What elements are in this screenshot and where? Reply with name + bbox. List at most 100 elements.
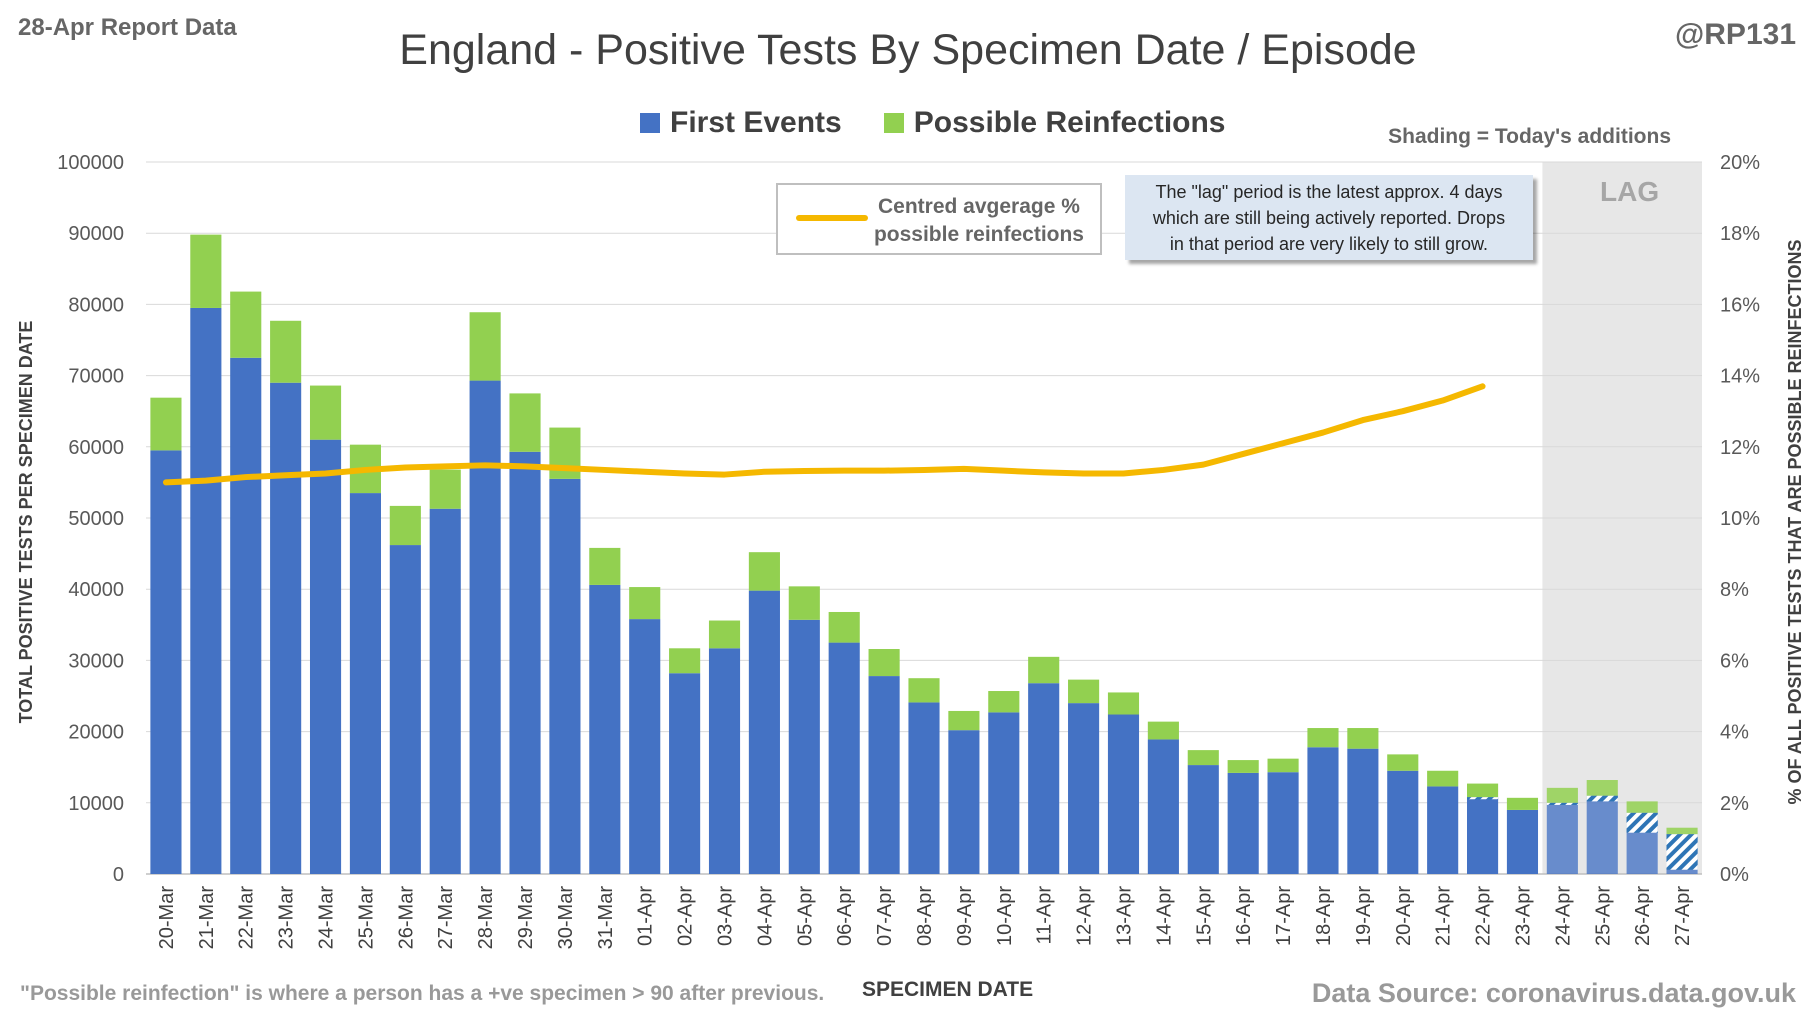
bar-reinfections (1666, 827, 1698, 835)
bar-reinfections (748, 552, 780, 591)
y2-tick-label: 6% (1720, 650, 1749, 672)
report-label: 28-Apr Report Data (18, 14, 237, 41)
average-line-swatch (796, 215, 868, 221)
bar-first-events (1107, 714, 1140, 874)
bar-first-events (669, 673, 701, 874)
footnote: "Possible reinfection" is where a person… (20, 982, 825, 1005)
y-tick-label: 0 (113, 864, 124, 886)
y2-tick-label: 20% (1720, 152, 1760, 174)
y2-tick-label: 4% (1720, 722, 1749, 744)
lag-note-box: The "lag" period is the latest approx. 4… (1125, 175, 1533, 260)
bar-todays-additions (1467, 797, 1499, 800)
bar-reinfections (509, 393, 541, 452)
y-tick-label: 50000 (68, 508, 124, 530)
bar-reinfections (1467, 783, 1499, 798)
bar-first-events (1586, 795, 1618, 874)
bar-reinfections (948, 710, 980, 731)
average-legend-line1: Centred avgerage % (878, 195, 1080, 218)
x-tick-label: 19-Apr (1353, 886, 1375, 946)
x-tick-label: 22-Mar (236, 886, 258, 950)
x-tick-label: 03-Apr (715, 886, 737, 946)
bar-reinfections (1267, 758, 1299, 773)
legend-item-first-events: First Events (640, 106, 842, 140)
x-tick-label: 31-Mar (595, 886, 617, 950)
y-axis-title: TOTAL POSITIVE TESTS PER SPECIMEN DATE (16, 321, 36, 724)
x-tick-label: 16-Apr (1233, 886, 1255, 946)
bar-reinfections (1028, 656, 1060, 684)
bars (150, 234, 1698, 875)
legend-label-reinfections: Possible Reinfections (913, 106, 1226, 139)
x-tick-label: 12-Apr (1074, 886, 1096, 946)
bar-todays-additions (1666, 834, 1698, 870)
x-tick-label: 29-Mar (515, 886, 537, 950)
bar-first-events (988, 712, 1020, 874)
bar-first-events (509, 451, 541, 874)
author-handle: @RP131 (1675, 18, 1796, 51)
x-tick-label: 26-Apr (1632, 886, 1654, 946)
bar-reinfections (669, 648, 701, 674)
x-tick-label: 20-Apr (1393, 886, 1415, 946)
bar-reinfections (1427, 770, 1459, 787)
bar-first-events (629, 619, 661, 874)
bar-reinfections (1626, 801, 1658, 813)
average-line-path (162, 383, 1486, 486)
y-tick-label: 10000 (68, 793, 124, 815)
x-tick-label: 28-Mar (475, 886, 497, 950)
x-tick-label: 01-Apr (635, 886, 657, 946)
bar-todays-additions (1546, 802, 1578, 805)
x-tick-label: 02-Apr (675, 886, 697, 946)
x-tick-label: 30-Mar (555, 886, 577, 950)
x-tick-label: 21-Mar (196, 886, 218, 950)
bar-first-events (1546, 802, 1578, 874)
bar-first-events (1187, 765, 1219, 874)
x-axis-ticks: 20-Mar 21-Mar 22-Mar 23-Mar 24-Mar 25-Mar 26-M… (156, 886, 1694, 950)
y-tick-label: 60000 (68, 437, 124, 459)
y2-tick-label: 2% (1720, 793, 1749, 815)
x-tick-label: 21-Apr (1433, 886, 1455, 946)
bar-reinfections (1506, 797, 1539, 810)
bar-first-events (1347, 748, 1379, 874)
legend-swatch-first-events (640, 113, 660, 133)
bar-reinfections (1546, 787, 1578, 803)
x-tick-label: 22-Apr (1473, 886, 1495, 946)
legend-label-first-events: First Events (670, 106, 842, 139)
y2-axis-title: % OF ALL POSITIVE TESTS THAT ARE POSSIBL… (1785, 239, 1805, 804)
x-tick-label: 26-Mar (395, 886, 417, 950)
y2-tick-label: 12% (1720, 437, 1760, 459)
bar-reinfections (270, 320, 302, 383)
y-axis-ticks: 0 10000 20000 30000 40000 50000 60000 70000 8000… (57, 152, 124, 886)
bar-first-events (270, 382, 302, 874)
bar-reinfections (1187, 750, 1219, 766)
bar-reinfections (988, 691, 1020, 713)
y2-axis-ticks: 0% 2% 4% 6% 8% 10% 12% 14% 16% 18% 20% (1720, 152, 1760, 886)
legend-swatch-reinfections (883, 113, 904, 133)
x-tick-label: 24-Apr (1552, 886, 1574, 946)
x-tick-label: 05-Apr (794, 886, 816, 946)
bar-reinfections (150, 397, 182, 451)
bar-reinfections (868, 649, 900, 677)
x-tick-label: 14-Apr (1153, 886, 1175, 946)
bar-first-events (1227, 772, 1259, 874)
y-tick-label: 100000 (57, 152, 124, 174)
average-line (162, 383, 1486, 486)
x-tick-label: 18-Apr (1313, 886, 1335, 946)
bar-first-events (150, 450, 182, 874)
bar-reinfections (429, 469, 461, 509)
bar-first-events (469, 380, 501, 874)
bar-reinfections (629, 587, 661, 620)
bar-first-events (1387, 770, 1419, 874)
x-tick-label: 10-Apr (994, 886, 1016, 946)
x-tick-label: 15-Apr (1193, 886, 1215, 946)
y2-tick-label: 16% (1720, 294, 1760, 316)
bar-todays-additions (1586, 795, 1618, 802)
bar-first-events (788, 619, 820, 874)
x-tick-label: 24-Mar (316, 886, 338, 950)
lag-note-line1: The "lag" period is the latest approx. 4… (1155, 182, 1503, 202)
bar-first-events (190, 307, 222, 875)
bar-reinfections (1347, 728, 1379, 749)
x-tick-label: 25-Mar (355, 886, 377, 950)
y-tick-label: 90000 (68, 223, 124, 245)
y2-tick-label: 10% (1720, 508, 1760, 530)
x-tick-label: 27-Apr (1672, 886, 1694, 946)
